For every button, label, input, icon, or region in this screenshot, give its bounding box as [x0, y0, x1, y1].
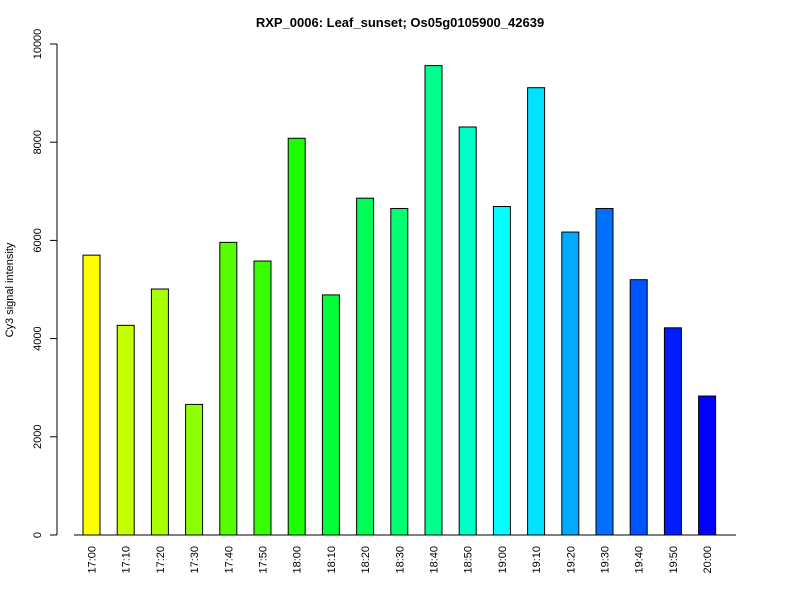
- x-tick-label: 18:10: [326, 546, 338, 574]
- bar-1730: [185, 403, 204, 536]
- bar-2000: [698, 395, 717, 536]
- y-tick-label: 8000: [32, 130, 44, 154]
- x-tick-label: 19:00: [497, 546, 509, 574]
- bars-group: [82, 65, 717, 536]
- bar-1910: [527, 87, 546, 536]
- bar-1720: [150, 288, 169, 536]
- x-tick-label: 18:30: [394, 546, 406, 574]
- x-tick-label: 17:20: [155, 546, 167, 574]
- chart-title: RXP_0006: Leaf_sunset; Os05g0105900_4263…: [256, 15, 544, 30]
- x-tick-label: 19:20: [565, 546, 577, 574]
- x-tick-label: 18:20: [360, 546, 372, 574]
- bar-1750: [253, 260, 272, 536]
- y-tick-label: 4000: [32, 326, 44, 350]
- y-tick-label: 10000: [32, 29, 44, 60]
- bar-1820: [356, 197, 375, 536]
- bar-1810: [321, 294, 340, 536]
- bar-1850: [458, 126, 477, 536]
- x-tick-label: 17:50: [258, 546, 270, 574]
- x-tick-label: 17:00: [87, 546, 99, 574]
- x-tick-label: 19:30: [600, 546, 612, 574]
- bar-1840: [424, 65, 443, 536]
- x-tick-label: 17:40: [223, 546, 235, 574]
- y-tick-label: 6000: [32, 228, 44, 252]
- bar-1920: [561, 231, 580, 536]
- bar-1710: [116, 324, 135, 536]
- x-tick-label: 19:40: [634, 546, 646, 574]
- y-axis-label: Cy3 signal intensity: [4, 242, 16, 337]
- bar-1900: [492, 206, 511, 536]
- bar-1830: [390, 207, 409, 536]
- x-tick-label: 17:30: [189, 546, 201, 574]
- bar-1700: [82, 254, 101, 536]
- y-tick-label: 2000: [32, 425, 44, 449]
- x-tick-label: 20:00: [702, 546, 714, 574]
- bar-1800: [287, 137, 306, 536]
- x-axis: 17:00 17:10 17:20 17:30 17:40 17:50 18:00 18:10…: [74, 534, 736, 574]
- x-tick-label: 18:00: [292, 546, 304, 574]
- x-tick-label: 18:50: [463, 546, 475, 574]
- bar-1950: [663, 327, 682, 536]
- x-tick-label: 18:40: [429, 546, 441, 574]
- bar-1940: [629, 279, 648, 536]
- x-tick-label: 19:50: [668, 546, 680, 574]
- x-tick-label: 17:10: [121, 546, 133, 574]
- bar-1930: [595, 207, 614, 536]
- bar-1740: [219, 241, 238, 536]
- y-axis: 0 2000 4000 6000 8000 10000: [32, 29, 58, 538]
- y-tick-label: 0: [32, 532, 44, 538]
- x-tick-label: 19:10: [531, 546, 543, 574]
